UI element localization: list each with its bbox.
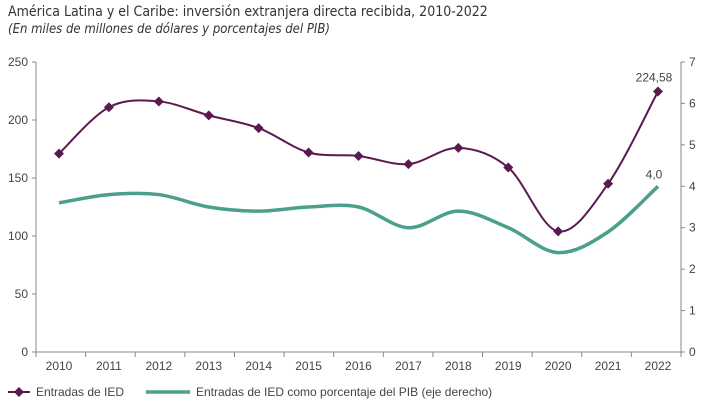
legend-marker-ied [14, 387, 24, 397]
right-tick-label: 4 [689, 179, 696, 193]
data-point-marker [54, 148, 64, 159]
data-point-marker [603, 178, 614, 189]
legend-label-ied-pib: Entradas de IED como porcentaje del PIB … [196, 385, 492, 399]
left-tick-label: 250 [8, 55, 28, 69]
right-tick-label: 3 [689, 221, 696, 235]
right-tick-label: 6 [689, 96, 696, 110]
data-point-marker [453, 142, 464, 153]
right-tick-label: 5 [689, 138, 696, 152]
left-tick-label: 100 [8, 229, 28, 243]
x-tick-label: 2022 [645, 359, 672, 373]
x-tick-label: 2013 [195, 359, 222, 373]
data-point-marker [253, 123, 264, 134]
x-tick-label: 2020 [545, 359, 572, 373]
data-point-marker [353, 150, 364, 161]
right-tick-label: 2 [689, 262, 696, 276]
data-label: 4,0 [646, 167, 663, 181]
x-tick-label: 2014 [245, 359, 272, 373]
chart-subtitle: (En miles de millones de dólares y porce… [8, 22, 330, 37]
right-tick-label: 7 [689, 55, 696, 69]
x-tick-label: 2016 [345, 359, 372, 373]
data-point-marker [203, 110, 214, 121]
series-line-ied [58, 91, 659, 233]
x-tick-label: 2011 [96, 359, 122, 373]
x-tick-label: 2015 [295, 359, 322, 373]
left-tick-label: 200 [8, 113, 28, 127]
x-tick-label: 2012 [145, 359, 172, 373]
data-point-marker [553, 226, 564, 237]
x-tick-label: 2019 [495, 359, 522, 373]
right-tick-label: 1 [689, 304, 696, 318]
x-tick-label: 2017 [395, 359, 422, 373]
legend-label-ied: Entradas de IED [36, 385, 124, 399]
x-tick-label: 2021 [595, 359, 622, 373]
left-tick-label: 0 [21, 345, 28, 359]
data-point-marker [303, 147, 314, 158]
left-tick-label: 50 [15, 287, 29, 301]
data-point-marker [653, 86, 663, 97]
data-point-marker [403, 159, 414, 170]
x-tick-label: 2010 [46, 359, 73, 373]
data-label: 224,58 [636, 70, 673, 84]
data-point-marker [153, 96, 164, 107]
right-tick-label: 0 [689, 345, 696, 359]
data-point-marker [103, 102, 114, 113]
series-line-ied-pib [58, 184, 660, 255]
chart-title: América Latina y el Caribe: inversión ex… [8, 4, 488, 20]
x-tick-label: 2018 [445, 359, 472, 373]
left-tick-label: 150 [8, 171, 28, 185]
data-point-marker [503, 162, 514, 173]
